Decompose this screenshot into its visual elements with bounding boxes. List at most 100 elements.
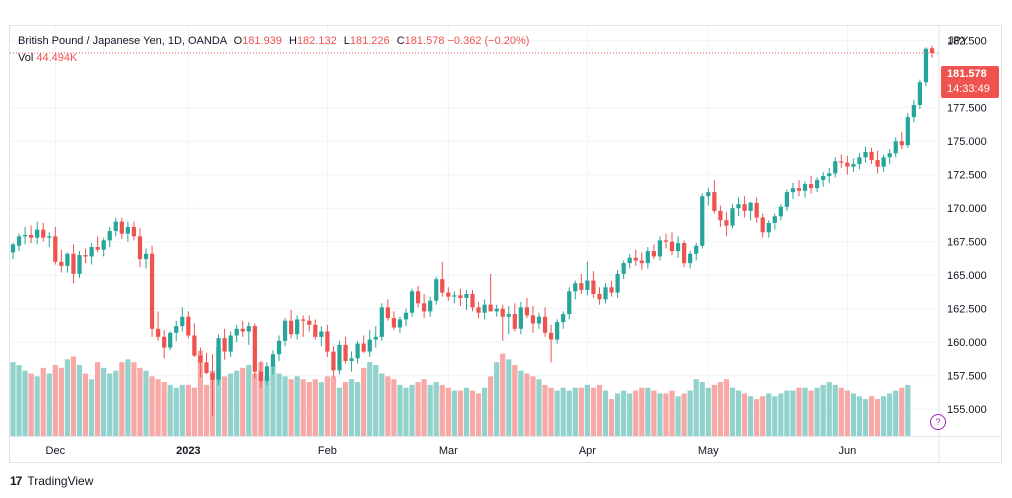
volume-bar [814, 387, 820, 436]
candle-body [736, 204, 741, 209]
candle-body [422, 303, 427, 312]
price-tick-label: 170.000 [947, 203, 987, 215]
volume-bar [766, 393, 772, 436]
candle-body [700, 196, 705, 246]
volume-bar [512, 365, 518, 436]
high-value: 182.132 [296, 35, 337, 47]
candle-body [295, 319, 300, 335]
candle-body [337, 344, 342, 371]
volume-bar [675, 396, 681, 436]
volume-bar [469, 390, 476, 436]
time-tick-label: Feb [318, 445, 337, 457]
candle-body [706, 192, 711, 197]
volume-bar [518, 370, 524, 436]
candle-body [155, 328, 161, 337]
volume-bar [258, 362, 264, 436]
volume-bar [107, 373, 113, 436]
volume-bar [778, 393, 784, 436]
volume-bar [58, 367, 64, 436]
candle-body [518, 307, 523, 329]
bar-countdown: 14:33:49 [947, 83, 990, 95]
candle-body [137, 236, 143, 260]
candle-body [754, 202, 759, 218]
tradingview-logo-icon: 17 [10, 474, 22, 488]
candle-body [808, 184, 814, 189]
volume-bar [385, 376, 391, 436]
volume-bar [330, 376, 337, 436]
candle-body [827, 173, 832, 177]
volume-bar [270, 365, 276, 436]
candle-body [361, 343, 366, 352]
candle-body [591, 280, 596, 294]
volume-bar [530, 376, 536, 436]
volume-label[interactable]: Vol [18, 52, 34, 64]
candle-body [119, 221, 124, 234]
candle-body [730, 208, 735, 226]
price-tick-label: 162.500 [947, 304, 987, 316]
candle-body [881, 157, 886, 167]
candle-body [833, 161, 838, 174]
candle-body [107, 230, 112, 241]
candle-body [16, 236, 22, 246]
candle-body [506, 314, 511, 317]
close-label: C [396, 35, 405, 47]
volume-bar [693, 379, 699, 436]
candle-body [373, 336, 378, 340]
candle-body [887, 153, 892, 158]
symbol-title[interactable]: British Pound / Japanese Yen, 1D, OANDA [18, 35, 227, 47]
candle-body [663, 240, 669, 242]
candle-body [645, 251, 650, 264]
volume-bar [566, 390, 572, 436]
volume-scale-badge[interactable]: ? [930, 414, 946, 430]
volume-bar [808, 390, 814, 436]
currency-label[interactable]: JPY [948, 35, 969, 47]
candle-body [760, 217, 765, 233]
candle-body [325, 331, 330, 352]
candle-body [95, 247, 100, 250]
candle-body [579, 283, 584, 290]
volume-bar [264, 376, 270, 436]
volume-bar [826, 382, 832, 436]
volume-bar [832, 384, 838, 436]
volume-bar [899, 387, 905, 436]
volume-bar [560, 387, 566, 436]
volume-bars [10, 348, 911, 436]
volume-bar [741, 393, 748, 436]
time-tick-label: Jun [838, 445, 856, 457]
volume-bar [457, 390, 464, 436]
candle-body [718, 210, 723, 221]
volume-bar [240, 367, 246, 436]
price-axis[interactable]: 182.500 177.500 175.000 172.500 170.000 167.5… [10, 26, 1001, 462]
candle-body [446, 292, 451, 297]
candle-body [168, 332, 173, 348]
candle-body [863, 151, 868, 158]
candle-body [228, 335, 233, 352]
candle-body [536, 316, 542, 324]
candle-body [234, 328, 239, 336]
volume-bar [397, 384, 403, 436]
candle-body [246, 326, 251, 332]
time-axis[interactable]: Dec 2023 Feb Mar Apr May Jun [46, 445, 857, 457]
tradingview-logo[interactable]: 17 TradingView [10, 472, 93, 490]
candle-body [301, 319, 306, 321]
candle-body [627, 257, 632, 264]
volume-bar [596, 384, 603, 436]
volume-bar [445, 387, 451, 436]
volume-bar [590, 387, 597, 436]
volume-bar [306, 382, 312, 436]
candle-body [210, 373, 215, 380]
volume-bar [215, 348, 222, 436]
candle-body [524, 307, 530, 316]
candle-body [240, 328, 245, 332]
candle-body [391, 318, 397, 328]
price-tick-label: 175.000 [947, 136, 987, 148]
price-tick-label: 177.500 [947, 103, 987, 115]
volume-bar [651, 390, 657, 436]
volume-bar [143, 370, 149, 436]
candle-body [101, 240, 106, 250]
volume-bar [802, 387, 808, 436]
volume-bar [572, 387, 578, 436]
candle-body [470, 293, 475, 308]
volume-bar [862, 399, 869, 436]
